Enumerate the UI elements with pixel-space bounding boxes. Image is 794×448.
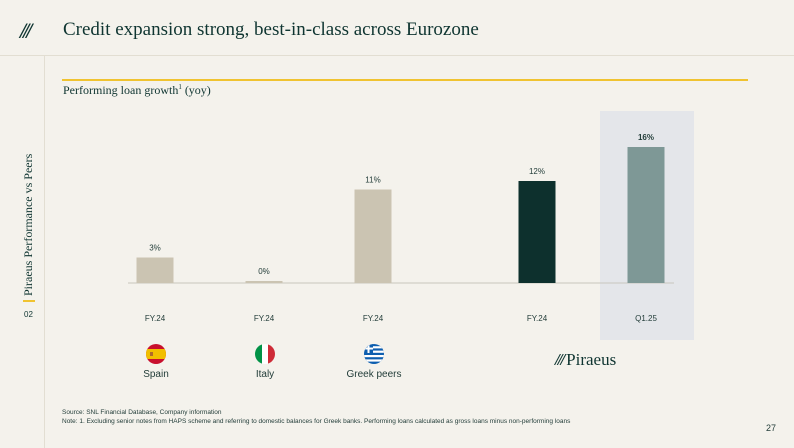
bar-3 <box>518 181 556 283</box>
piraeus-logo-icon: /// <box>555 350 565 369</box>
tick-label-0: FY.24 <box>145 314 166 323</box>
page-number: 27 <box>766 423 777 433</box>
piraeus-logo: ///Piraeus <box>555 350 616 370</box>
subtitle-suffix: (yoy) <box>184 83 211 97</box>
header-divider <box>0 55 794 56</box>
section-marker <box>23 300 35 302</box>
tick-label-2: FY.24 <box>363 314 384 323</box>
data-label-0: 3% <box>149 244 161 253</box>
bar-1 <box>245 281 283 283</box>
data-label-3: 12% <box>529 167 545 176</box>
footer-source: Source: SNL Financial Database, Company … <box>62 409 222 416</box>
tick-label-1: FY.24 <box>254 314 275 323</box>
italy-flag-icon <box>255 344 275 364</box>
subtitle-rule <box>62 79 748 81</box>
bar-2 <box>354 189 392 283</box>
page-title: Credit expansion strong, best-in-class a… <box>63 19 479 40</box>
tick-label-4: Q1.25 <box>635 314 657 323</box>
data-label-4: 16% <box>638 133 654 142</box>
bar-4 <box>627 147 665 283</box>
footnote-marker: 1 <box>178 83 182 91</box>
group-label-italy: Italy <box>255 369 275 380</box>
spain-flag-icon <box>146 344 166 364</box>
subtitle-text: Performing loan growth <box>63 83 179 97</box>
piraeus-name: Piraeus <box>566 350 617 369</box>
data-label-1: 0% <box>258 267 270 276</box>
section-number: 02 <box>24 310 33 319</box>
sidebar-divider <box>44 55 45 448</box>
greece-flag-icon <box>364 344 384 364</box>
data-label-2: 11% <box>365 176 380 185</box>
tick-label-3: FY.24 <box>527 314 548 323</box>
group-label-greek-peers: Greek peers <box>346 369 402 380</box>
bar-0 <box>136 257 174 283</box>
chart-subtitle: Performing loan growth1 (yoy) <box>63 83 211 98</box>
group-label-spain: Spain <box>143 369 169 380</box>
footer-note: Note: 1. Excluding senior notes from HAP… <box>62 418 571 425</box>
